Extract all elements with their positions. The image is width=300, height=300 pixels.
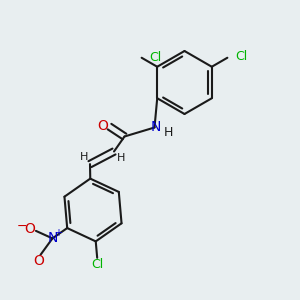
Text: O: O — [98, 119, 108, 133]
Text: N: N — [151, 120, 161, 134]
Text: O: O — [24, 222, 35, 236]
Text: O: O — [34, 254, 44, 268]
Text: H: H — [163, 126, 173, 140]
Text: N: N — [47, 231, 58, 245]
Text: −: − — [16, 220, 27, 233]
Text: Cl: Cl — [91, 258, 103, 271]
Text: Cl: Cl — [149, 51, 161, 64]
Text: Cl: Cl — [235, 50, 247, 63]
Text: H: H — [117, 153, 126, 163]
Text: H: H — [80, 152, 88, 163]
Text: +: + — [54, 228, 62, 238]
